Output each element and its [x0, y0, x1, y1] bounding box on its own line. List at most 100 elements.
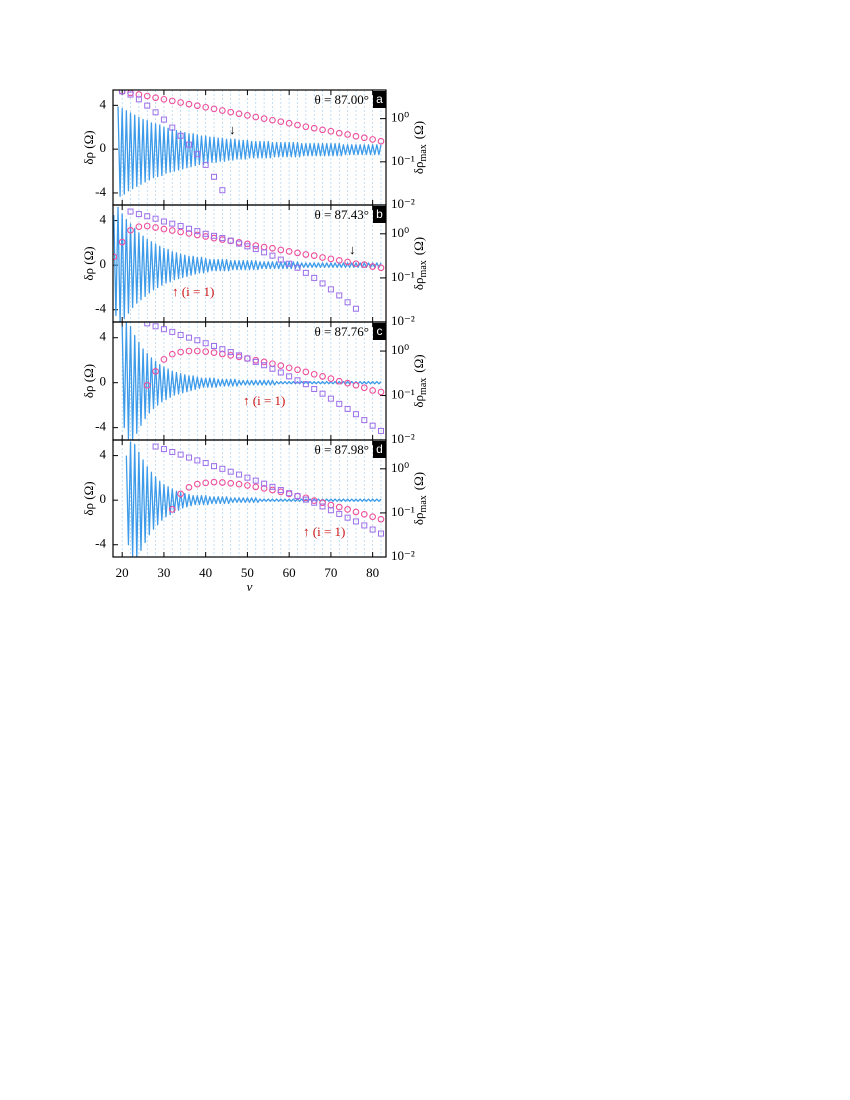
square-point [160, 446, 167, 453]
y-tick-label: 4 [100, 329, 107, 344]
panel-letter-box [373, 441, 386, 458]
square-point [152, 215, 159, 222]
annotation: ↑ (i = 1) [172, 284, 214, 299]
circle-point [260, 485, 268, 492]
square-point [177, 223, 184, 230]
square-point [269, 252, 276, 259]
circle-point [193, 231, 201, 239]
y-tick-label: 0 [100, 374, 107, 389]
square-point [369, 422, 376, 429]
circle-point [344, 131, 351, 138]
square-point [336, 292, 343, 299]
square-point [302, 496, 309, 503]
y2-label-unit: (Ω) [411, 237, 426, 255]
square-point [327, 286, 334, 293]
square-point [202, 460, 209, 467]
circle-point [335, 503, 343, 511]
square-point [227, 468, 234, 475]
square-point [277, 487, 284, 494]
square-point [152, 443, 159, 450]
square-point [294, 264, 301, 271]
square-point [135, 96, 142, 103]
circle-point [327, 375, 335, 382]
square-point [294, 377, 301, 384]
circle-point [152, 94, 159, 102]
circle-point [252, 483, 260, 491]
circle-point [377, 515, 385, 523]
circle-point [377, 388, 385, 396]
circle-point [219, 350, 226, 358]
square-point [236, 352, 243, 359]
circle-point [168, 227, 176, 234]
plot-area [113, 206, 385, 322]
square-point [194, 457, 201, 464]
y-tick-label: 0 [100, 256, 107, 271]
y2-tick-label: 10⁻² [391, 313, 415, 328]
square-point [236, 240, 243, 247]
circle-point [302, 123, 310, 131]
square-point [211, 463, 218, 470]
circle-point [210, 349, 218, 357]
y-tick-label: -4 [95, 419, 106, 434]
y2-label-main: δρ [411, 277, 426, 290]
y2-axis-label: δρmax (Ω) [411, 237, 429, 290]
square-point [202, 230, 209, 237]
square-point [361, 417, 368, 424]
y-axis-label: δρ (Ω) [81, 246, 96, 280]
annotation: ↓ [229, 122, 236, 137]
y2-label-main: δρ [411, 395, 426, 408]
square-point [194, 228, 201, 235]
plot-area [121, 322, 385, 440]
circle-point [168, 506, 176, 513]
panel-title: θ = 87.00° [314, 92, 369, 107]
circle-point [277, 246, 285, 254]
circle-point [302, 251, 310, 258]
circle-point [319, 126, 326, 134]
square-point [144, 213, 151, 220]
circle-point [168, 97, 176, 105]
circle-point [143, 222, 151, 230]
square-point [144, 322, 151, 327]
square-point [185, 225, 192, 232]
y-tick-label: 0 [100, 491, 107, 506]
circle-point [319, 372, 326, 380]
square-point [127, 208, 134, 215]
circle-point [152, 367, 159, 375]
square-point [336, 400, 343, 407]
y2-tick-label: 10⁻¹ [391, 387, 415, 402]
circle-point [135, 223, 143, 231]
circle-point [235, 110, 243, 118]
y-tick-label: -4 [95, 184, 106, 199]
circle-point [377, 137, 385, 145]
square-point [261, 362, 268, 369]
circle-point [319, 254, 326, 261]
square-point [211, 173, 218, 180]
circle-point [152, 224, 159, 231]
circle-point [369, 387, 376, 394]
square-point [194, 151, 201, 158]
square-point [219, 187, 226, 194]
square-point [244, 243, 251, 250]
y2-tick-label: 10⁻² [391, 431, 415, 446]
square-point [185, 141, 192, 148]
circle-point [327, 255, 335, 263]
circle-point [127, 226, 134, 234]
circle-point [118, 238, 126, 246]
square-point [152, 323, 159, 330]
square-point [252, 477, 259, 484]
circle-point [202, 479, 210, 487]
square-point [319, 390, 326, 397]
square-point [327, 507, 334, 514]
square-point [169, 220, 176, 227]
y2-tick-label: 10⁻¹ [391, 153, 415, 168]
y2-label-unit: (Ω) [411, 354, 426, 372]
circle-point [177, 490, 184, 498]
square-point [269, 365, 276, 372]
circle-point [360, 261, 368, 268]
y-axis-label: δρ (Ω) [81, 130, 96, 164]
square-point [261, 480, 268, 487]
y2-tick-label: 10⁰ [391, 110, 409, 125]
panel-title: θ = 87.98° [314, 442, 369, 457]
circle-point [352, 508, 360, 516]
y-tick-label: 4 [100, 96, 107, 111]
